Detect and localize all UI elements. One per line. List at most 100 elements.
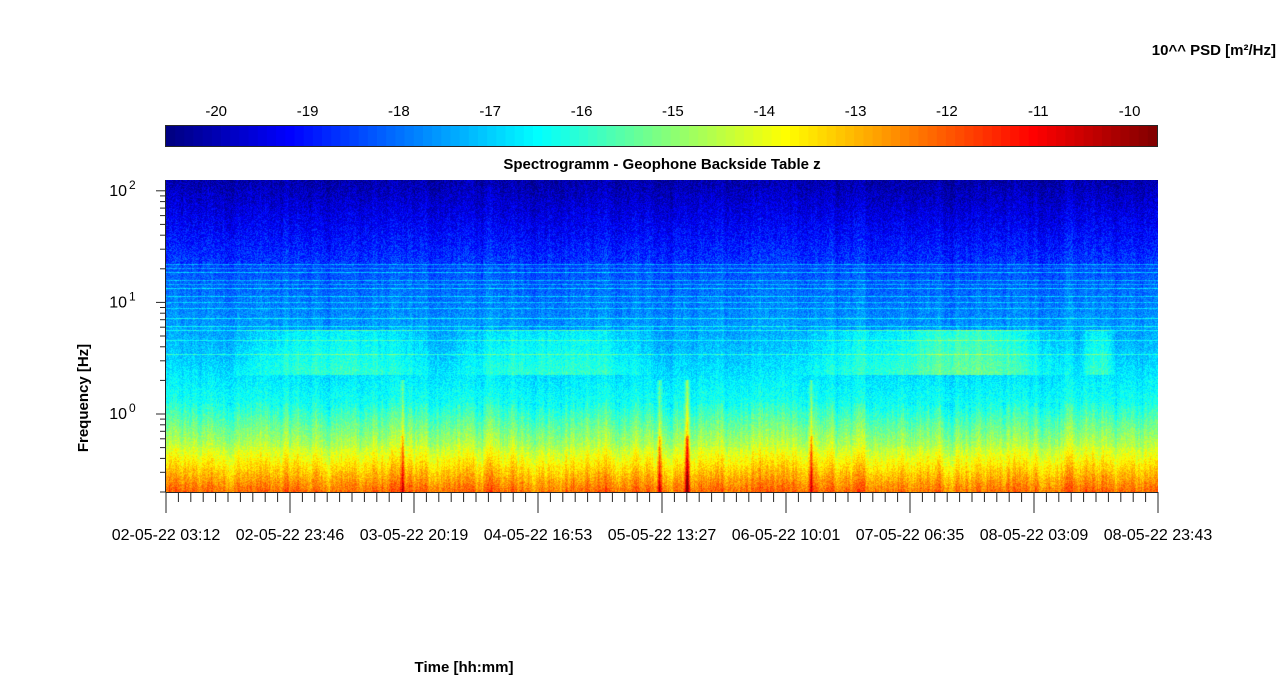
colorbar-swatch — [477, 126, 488, 146]
colorbar-swatch — [826, 126, 837, 146]
colorbar-swatch — [1101, 126, 1112, 146]
colorbar-swatch — [991, 126, 1002, 146]
y-axis-ticks — [156, 190, 166, 493]
colorbar-swatch — [432, 126, 442, 146]
colorbar-tick-label: -17 — [479, 103, 501, 120]
colorbar-swatch — [340, 126, 350, 146]
colorbar-tick-label: -10 — [1119, 103, 1141, 120]
colorbar-tick-label: -11 — [1028, 103, 1049, 120]
colorbar-tick-label: -14 — [753, 103, 775, 120]
x-axis-ticks — [165, 492, 1159, 513]
colorbar-tick-label: -15 — [662, 103, 684, 120]
colorbar-swatch — [909, 126, 919, 146]
colorbar-swatch — [1001, 126, 1011, 146]
y-tick-exponent: 2 — [129, 178, 136, 192]
colorbar-tick-label: -16 — [571, 103, 593, 120]
colorbar-tick-labels: -20 -19 -18 -17 -16 -15 -14 -13 -12 -11 -10 — [205, 103, 1140, 120]
colorbar-swatch — [221, 126, 231, 146]
colorbar-swatch — [349, 126, 360, 146]
colorbar-swatch — [523, 126, 534, 146]
colorbar-tick-label: -18 — [388, 103, 410, 120]
colorbar-swatch — [578, 126, 589, 146]
colorbar-swatch — [652, 126, 662, 146]
colorbar-swatch — [597, 126, 607, 146]
colorbar-swatch — [771, 126, 782, 146]
colorbar-swatch — [551, 126, 561, 146]
y-tick-label: 10 — [109, 406, 127, 423]
colorbar-swatch — [505, 126, 516, 146]
colorbar-swatch — [698, 126, 708, 146]
colorbar-swatch — [193, 126, 204, 146]
colorbar-swatch — [689, 126, 699, 146]
colorbar-swatch — [413, 126, 424, 146]
colorbar-swatch — [184, 126, 194, 146]
x-tick-label: 04-05-22 16:53 — [484, 527, 593, 544]
colorbar-swatch — [964, 126, 974, 146]
colorbar-swatch — [1019, 126, 1029, 146]
colorbar-swatch — [1111, 126, 1121, 146]
colorbar-swatch — [1037, 126, 1048, 146]
colorbar-swatch — [780, 126, 791, 146]
colorbar-swatch — [982, 126, 993, 146]
colorbar-swatch — [386, 126, 396, 146]
x-tick-label: 06-05-22 10:01 — [732, 527, 841, 544]
colorbar-swatch — [166, 126, 176, 146]
x-tick-label: 03-05-22 20:19 — [360, 527, 469, 544]
colorbar-swatch — [239, 126, 249, 146]
colorbar-swatch — [670, 126, 681, 146]
colorbar-swatch — [1074, 126, 1084, 146]
colorbar-swatch — [1129, 126, 1140, 146]
colorbar-swatch — [1092, 126, 1103, 146]
colorbar-swatch — [496, 126, 506, 146]
colorbar-swatch — [331, 126, 341, 146]
colorbar-swatch — [707, 126, 717, 146]
colorbar-swatch — [615, 126, 626, 146]
colorbar-swatch — [276, 126, 286, 146]
colorbar-swatch — [716, 126, 727, 146]
colorbar-swatch — [285, 126, 295, 146]
colorbar-swatch — [1065, 126, 1075, 146]
colorbar-swatch — [854, 126, 864, 146]
colorbar-swatch — [753, 126, 763, 146]
colorbar-swatch — [321, 126, 332, 146]
colorbar-swatch — [872, 126, 883, 146]
colorbar-swatch — [835, 126, 846, 146]
colorbar-tick-label: -13 — [845, 103, 867, 120]
colorbar-swatch — [211, 126, 222, 146]
colorbar-swatch — [312, 126, 323, 146]
colorbar — [166, 126, 1158, 146]
colorbar-swatch — [927, 126, 938, 146]
colorbar-swatch — [1138, 126, 1149, 146]
colorbar-swatch — [744, 126, 754, 146]
colorbar-swatch — [248, 126, 259, 146]
x-axis-label: Time [hh:mm] — [415, 659, 514, 676]
colorbar-swatch — [404, 126, 415, 146]
colorbar-swatch — [890, 126, 901, 146]
colorbar-swatch — [175, 126, 185, 146]
colorbar-swatch — [422, 126, 433, 146]
colorbar-swatch — [257, 126, 268, 146]
colorbar-swatch — [762, 126, 773, 146]
colorbar-swatch — [542, 126, 552, 146]
colorbar-swatch — [514, 126, 525, 146]
colorbar-swatch — [643, 126, 653, 146]
colorbar-swatch — [1147, 126, 1158, 146]
colorbar-swatch — [679, 126, 690, 146]
colorbar-swatch — [734, 126, 745, 146]
colorbar-swatch — [358, 126, 369, 146]
colorbar-swatch — [900, 126, 910, 146]
colorbar-swatch — [1056, 126, 1066, 146]
colorbar-swatch — [367, 126, 378, 146]
colorbar-swatch — [395, 126, 405, 146]
chart-title: Spectrogramm - Geophone Backside Table z — [503, 156, 820, 173]
colorbar-swatch — [560, 126, 571, 146]
colorbar-swatch — [936, 126, 947, 146]
colorbar-swatch — [1010, 126, 1020, 146]
colorbar-swatch — [569, 126, 580, 146]
x-tick-label: 08-05-22 23:43 — [1104, 527, 1213, 544]
colorbar-swatch — [955, 126, 965, 146]
colorbar-swatch — [918, 126, 929, 146]
colorbar-swatch — [230, 126, 240, 146]
